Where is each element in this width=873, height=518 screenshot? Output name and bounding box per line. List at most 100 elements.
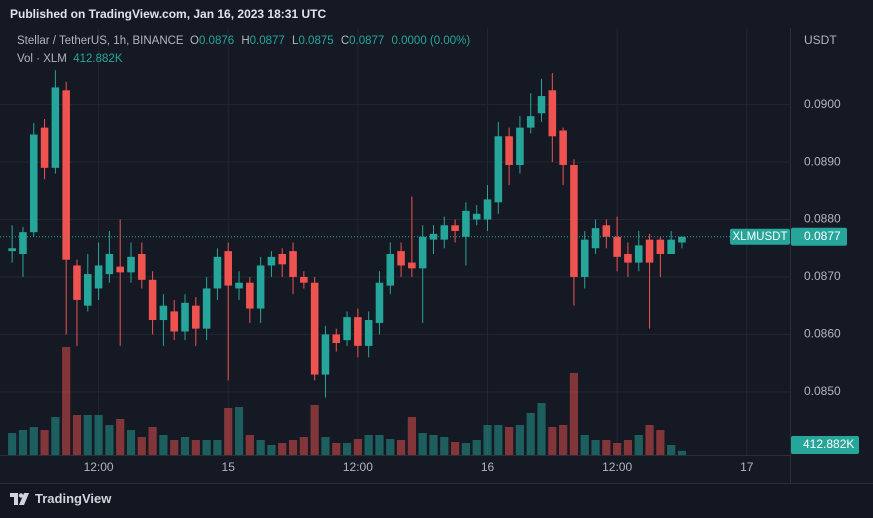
volume-bar (83, 415, 92, 455)
volume-bar (386, 439, 395, 455)
volume-bar (332, 443, 341, 455)
volume-bar (559, 425, 568, 455)
candle-body (62, 90, 70, 260)
volume-bar (202, 440, 211, 455)
volume-bar (321, 437, 330, 455)
volume-bar (159, 435, 168, 455)
volume-bar (40, 430, 49, 455)
candle-body (559, 130, 567, 165)
volume-bar (548, 427, 557, 455)
l-key: L (292, 35, 299, 47)
currency-label: USDT (804, 33, 837, 47)
candle-body (462, 210, 470, 237)
candle-body (364, 320, 373, 346)
vol-value: 412.882K (73, 53, 123, 65)
volume-bar (170, 440, 179, 455)
volume-bar (440, 437, 449, 455)
volume-bar (29, 427, 38, 455)
volume-bar (494, 425, 503, 455)
volume-bar (94, 415, 103, 455)
candle-body (202, 288, 211, 329)
volume-bar (224, 408, 233, 455)
legend-ohlc: Stellar / TetherUS, 1h, BINANCE O0.0876 … (17, 35, 474, 47)
candle-body (310, 282, 319, 375)
price-tag-label: 0.0877 (804, 229, 841, 243)
volume-bar (591, 440, 600, 455)
candle-body (516, 127, 524, 165)
volume-bar (278, 443, 287, 455)
brand: TradingView (35, 491, 112, 506)
published-line: Published on TradingView.com, Jan 16, 20… (10, 7, 327, 21)
candle-body (580, 239, 589, 277)
candle-body (40, 127, 49, 168)
candle-body (300, 276, 308, 283)
symbol-tag-label: XLMUSDT (733, 231, 788, 243)
y-tick-label: 0.0900 (804, 97, 841, 111)
candle-body (548, 90, 557, 137)
x-tick-label: 16 (481, 460, 495, 474)
volume-bar (515, 425, 525, 455)
candle-body (170, 311, 178, 332)
volume-bar (526, 413, 535, 455)
volume-bar (602, 440, 611, 455)
candle-body (613, 236, 621, 257)
volume-bar (137, 437, 146, 455)
volume-bar (148, 427, 157, 455)
change: 0.0000 (0.00%) (391, 35, 471, 47)
candle-body (224, 251, 233, 286)
candle-body (29, 134, 38, 233)
candle-body (440, 225, 449, 240)
chart-background (0, 0, 873, 483)
candle-body (429, 233, 438, 240)
y-tick-label: 0.0870 (804, 269, 841, 283)
candle-body (51, 87, 60, 168)
candle-body (278, 253, 287, 265)
y-tick-label: 0.0850 (804, 384, 841, 398)
candle-body (678, 236, 686, 243)
candle-body (656, 239, 665, 254)
candle-body (213, 256, 222, 289)
candle-body (570, 164, 578, 277)
candle-body (138, 253, 146, 280)
volume-bar (299, 437, 308, 455)
candle-body (505, 136, 513, 165)
logo (10, 492, 29, 505)
volume-bar (72, 415, 82, 455)
volume-bar (580, 435, 589, 455)
x-tick-label: 12:00 (343, 460, 373, 474)
candle-body (181, 302, 189, 332)
h-value: 0.0877 (249, 35, 285, 47)
volume-bar (256, 440, 265, 455)
candle-body (332, 334, 341, 344)
volume-bar (667, 445, 676, 455)
candle-body (192, 305, 200, 329)
volume-bar (8, 433, 17, 455)
x-tick-label: 15 (222, 460, 236, 474)
volume-bar (342, 443, 352, 455)
volume-bar (51, 417, 60, 455)
y-tick-label: 0.0880 (804, 212, 841, 226)
volume-bar (450, 442, 460, 455)
volume-bar (245, 435, 254, 455)
symbol-tag (730, 228, 790, 245)
candle-body (246, 282, 254, 309)
volume-bar (213, 440, 222, 455)
x-tick-label: 17 (740, 460, 754, 474)
x-tick-label: 12:00 (84, 460, 114, 474)
candle-body (321, 334, 330, 375)
candle-body (624, 253, 632, 263)
volume-bar (505, 427, 514, 455)
h-key: H (241, 35, 250, 47)
candle-body (634, 245, 643, 263)
volume-bar (472, 440, 481, 455)
candle-body (591, 228, 600, 249)
volume-bar (18, 430, 28, 455)
symbol: Stellar / TetherUS, 1h, BINANCE (17, 35, 184, 47)
footer-brand: TradingView (10, 491, 111, 506)
candle-body (667, 239, 675, 254)
candle-body (289, 251, 297, 277)
volume-bar (677, 450, 687, 455)
candle-body (127, 256, 135, 273)
volume-bar (656, 430, 665, 455)
x-tick-label: 12:00 (602, 460, 632, 474)
